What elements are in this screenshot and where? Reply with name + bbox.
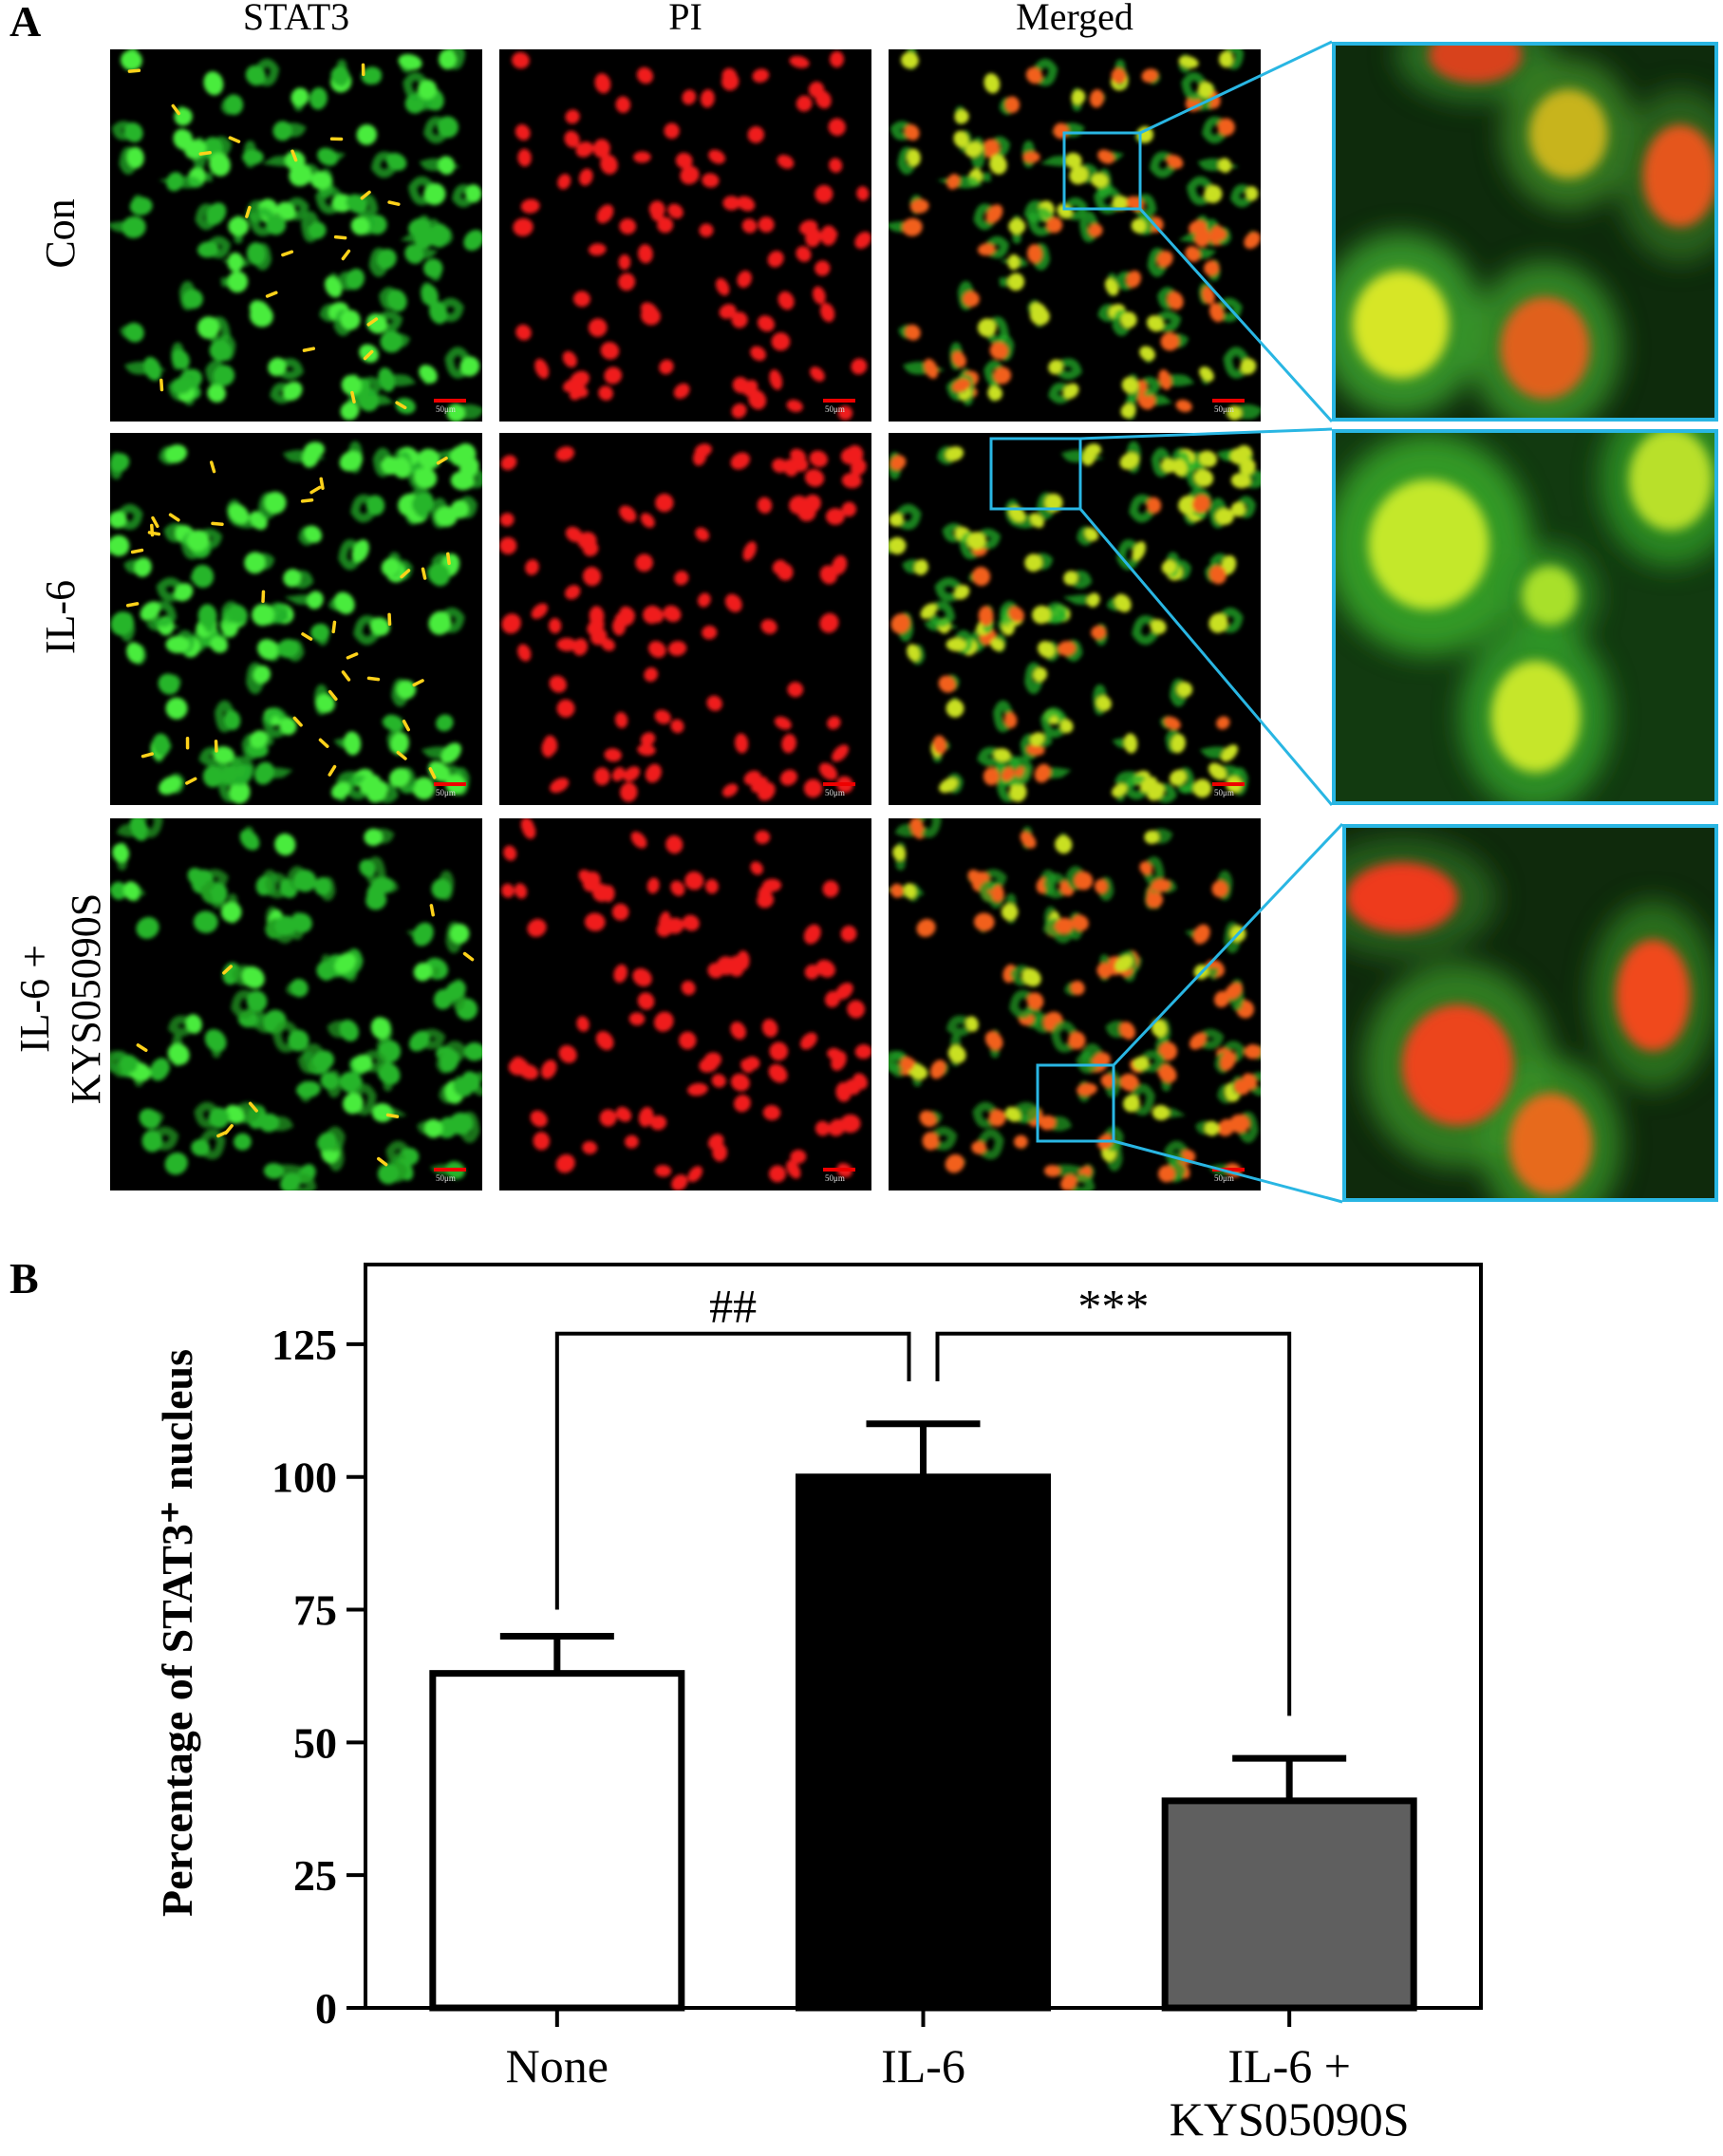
significance-label-0: ## bbox=[709, 1280, 757, 1333]
zoom-inset-il6 bbox=[1332, 429, 1718, 805]
micrograph-il6-kys-pi: 50μm bbox=[499, 818, 871, 1190]
scale-bar-label: 50μm bbox=[436, 404, 456, 414]
significance-bracket-1 bbox=[935, 1331, 1292, 1716]
scale-bar bbox=[434, 1168, 466, 1172]
scale-bar-label: 50μm bbox=[1214, 788, 1234, 797]
bar-chart: 0 25 50 75 100 125 ## *** None IL-6 IL-6 + KYS050… bbox=[153, 1263, 1483, 2146]
row-label-il6-text: IL-6 bbox=[37, 579, 84, 655]
scale-bar bbox=[823, 782, 855, 786]
y-tick-label: 0 bbox=[315, 1984, 337, 2033]
x-category-label-1: IL-6 bbox=[881, 2039, 965, 2092]
bar-2 bbox=[1161, 1797, 1417, 2012]
micrograph-il6-kys-merged: 50μm bbox=[889, 818, 1261, 1190]
column-header-merged: Merged bbox=[1016, 0, 1133, 38]
scale-bar bbox=[434, 782, 466, 786]
row-label-il6-kys-line2: KYS05090S bbox=[63, 892, 109, 1105]
row-label-con: Con bbox=[35, 198, 86, 268]
scale-bar-label: 50μm bbox=[1214, 1173, 1234, 1183]
zoom-inset-con bbox=[1332, 42, 1718, 422]
y-tick-label: 25 bbox=[293, 1851, 337, 1900]
bar-1 bbox=[796, 1473, 1051, 2012]
panel-a-letter: A bbox=[9, 0, 42, 46]
micrograph-il6-stat3: 50μm bbox=[110, 433, 482, 805]
micrograph-il6-merged: 50μm bbox=[889, 433, 1261, 805]
scale-bar bbox=[1212, 399, 1245, 403]
scale-bar-label: 50μm bbox=[825, 404, 845, 414]
micrograph-il6-kys-stat3: 50μm bbox=[110, 818, 482, 1190]
y-tick-label: 125 bbox=[272, 1321, 337, 1369]
scale-bar-label: 50μm bbox=[436, 788, 456, 797]
bar-0 bbox=[429, 1670, 685, 2012]
scale-bar bbox=[823, 1168, 855, 1172]
scale-bar-label: 50μm bbox=[825, 788, 845, 797]
micrograph-il6-pi: 50μm bbox=[499, 433, 871, 805]
row-label-il6-kys: IL-6 + KYS05090S bbox=[9, 893, 112, 1105]
micrograph-con-merged: 50μm bbox=[889, 49, 1261, 422]
row-label-il6: IL-6 bbox=[35, 580, 86, 654]
column-header-stat3: STAT3 bbox=[242, 0, 350, 38]
scale-bar bbox=[434, 399, 466, 403]
column-header-pi: PI bbox=[668, 0, 702, 38]
significance-label-1: *** bbox=[1077, 1280, 1149, 1333]
scale-bar-label: 50μm bbox=[1214, 404, 1234, 414]
scale-bar-label: 50μm bbox=[436, 1173, 456, 1183]
scale-bar-label: 50μm bbox=[825, 1173, 845, 1183]
micrograph-con-stat3: 50μm bbox=[110, 49, 482, 422]
y-axis-label: Percentage of STAT3⁺ nucleus bbox=[153, 1349, 201, 1917]
x-category-label-0: None bbox=[506, 2039, 609, 2092]
zoom-inset-il6-kys bbox=[1342, 824, 1718, 1202]
y-tick-label: 75 bbox=[293, 1586, 337, 1635]
y-tick-label: 50 bbox=[293, 1718, 337, 1767]
micrograph-con-pi: 50μm bbox=[499, 49, 871, 422]
panel-b-letter: B bbox=[9, 1254, 39, 1303]
x-category-label-2: IL-6 + KYS05090S bbox=[1170, 2039, 1410, 2146]
significance-bracket-0 bbox=[554, 1331, 911, 1610]
row-label-il6-kys-line1: IL-6 + bbox=[11, 945, 58, 1053]
scale-bar bbox=[1212, 1168, 1245, 1172]
scale-bar bbox=[1212, 782, 1245, 786]
y-tick-label: 100 bbox=[272, 1453, 337, 1502]
scale-bar bbox=[823, 399, 855, 403]
row-label-con-text: Con bbox=[37, 198, 84, 269]
